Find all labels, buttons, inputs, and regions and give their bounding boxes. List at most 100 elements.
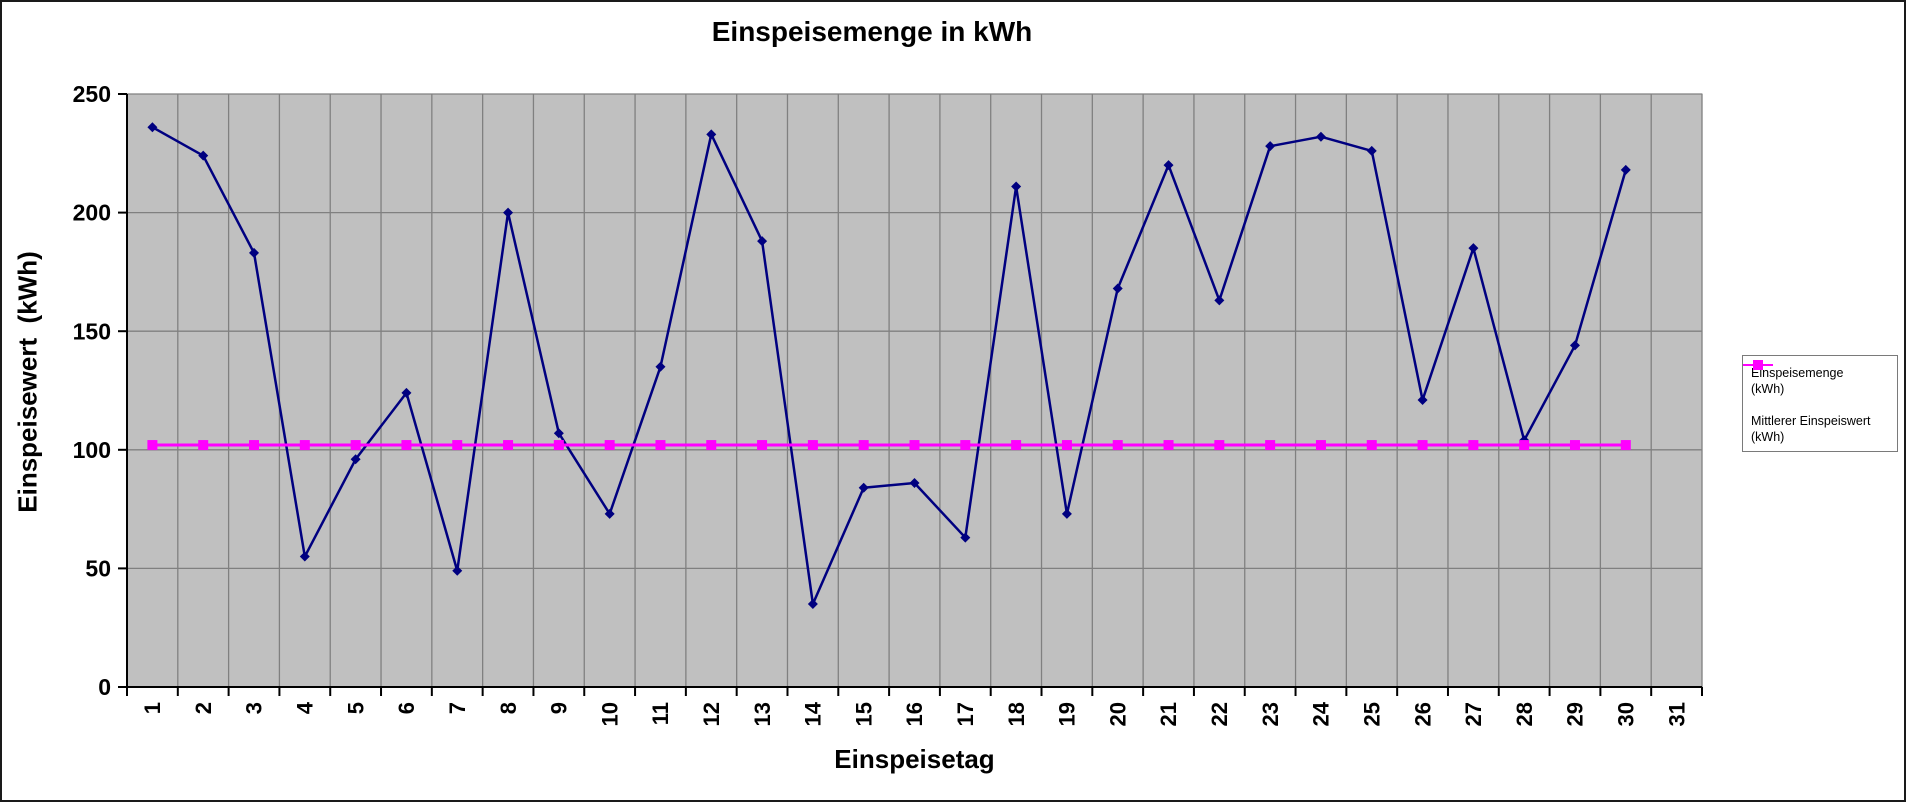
data-point-diamond <box>807 598 818 609</box>
data-point-diamond <box>1214 295 1225 306</box>
data-point-square <box>401 440 412 451</box>
data-point-diamond <box>604 508 615 519</box>
data-point-square <box>1417 440 1428 451</box>
x-tick-label: 5 <box>343 702 368 714</box>
data-point-square <box>757 440 768 451</box>
data-point-diamond <box>1315 131 1326 142</box>
data-point-square <box>1620 440 1631 451</box>
x-tick-label: 31 <box>1664 702 1689 726</box>
data-point-square <box>909 440 920 451</box>
data-point-diamond <box>350 454 361 465</box>
data-point-square <box>452 440 463 451</box>
data-point-diamond <box>960 532 971 543</box>
x-tick-label: 8 <box>496 702 521 714</box>
data-point-square <box>1163 440 1174 451</box>
data-point-square <box>1315 440 1326 451</box>
data-point-square <box>1061 440 1072 451</box>
data-point-square <box>350 440 361 451</box>
y-tick-label: 0 <box>98 674 111 700</box>
data-point-diamond <box>1417 394 1428 405</box>
data-point-diamond <box>757 236 768 247</box>
legend-entry-mittlerer-einspeiswert: Mittlerer Einspeiswert (kWh) <box>1743 360 1895 446</box>
x-tick-label: 1 <box>140 702 165 714</box>
data-point-diamond <box>452 565 463 576</box>
data-point-diamond <box>401 387 412 398</box>
x-tick-label: 16 <box>902 702 927 726</box>
x-tick-label: 25 <box>1359 702 1384 726</box>
data-point-square <box>553 440 564 451</box>
line-square-swatch-icon <box>1743 360 1773 370</box>
y-tick-label: 100 <box>73 437 111 463</box>
x-tick-label: 3 <box>242 702 267 714</box>
x-tick-label: 29 <box>1563 702 1588 726</box>
x-tick-label: 30 <box>1613 702 1638 726</box>
x-tick-label: 6 <box>394 702 419 714</box>
x-tick-label: 10 <box>597 702 622 726</box>
x-axis-title: Einspeisetag <box>834 744 995 774</box>
data-point-square <box>655 440 666 451</box>
data-point-square <box>858 440 869 451</box>
x-tick-label: 23 <box>1258 702 1283 726</box>
data-point-diamond <box>1061 508 1072 519</box>
data-point-diamond <box>553 428 564 439</box>
legend-label-einspeisemenge: Einspeisemenge (kWh) <box>1751 366 1844 397</box>
data-point-diamond <box>1620 164 1631 175</box>
data-point-diamond <box>1163 160 1174 171</box>
x-tick-label: 11 <box>648 702 673 725</box>
data-point-square <box>1569 440 1580 451</box>
data-point-diamond <box>503 207 514 218</box>
x-tick-label: 27 <box>1461 702 1486 726</box>
data-point-square <box>1519 440 1530 451</box>
data-point-diamond <box>299 551 310 562</box>
series-line-einspeisemenge <box>151 126 1627 606</box>
data-point-square <box>1011 440 1022 451</box>
data-point-square <box>1468 440 1479 451</box>
x-tick-label: 4 <box>293 701 318 714</box>
y-tick-label: 150 <box>73 318 111 344</box>
data-point-square <box>1265 440 1276 451</box>
legend: Einspeisemenge (kWh) Mittlerer Einspeisw… <box>1742 355 1898 452</box>
x-tick-label: 19 <box>1055 702 1080 726</box>
data-point-diamond <box>1011 181 1022 192</box>
x-tick-label: 9 <box>547 702 572 714</box>
data-point-diamond <box>1265 141 1276 152</box>
data-point-square <box>249 440 260 451</box>
data-point-square <box>960 440 971 451</box>
data-point-diamond <box>1569 340 1580 351</box>
x-tick-label: 26 <box>1410 702 1435 726</box>
data-point-diamond <box>249 247 260 258</box>
x-tick-label: 24 <box>1309 701 1334 726</box>
data-point-diamond <box>1366 145 1377 156</box>
x-tick-label: 14 <box>801 701 826 726</box>
legend-square-marker-icon <box>1753 360 1763 370</box>
data-point-square <box>147 440 158 451</box>
chart-title: Einspeisemenge in kWh <box>711 16 1033 47</box>
y-tick-label: 200 <box>73 200 111 226</box>
data-point-square <box>706 440 717 451</box>
y-tick-label: 250 <box>73 81 111 107</box>
data-point-square <box>1214 440 1225 451</box>
data-point-diamond <box>1468 243 1479 254</box>
x-tick-label: 22 <box>1207 702 1232 726</box>
plot-area <box>126 93 1703 688</box>
x-tick-label: 28 <box>1512 702 1537 726</box>
data-point-diamond <box>706 129 717 140</box>
data-point-diamond <box>198 150 209 161</box>
x-tick-label: 12 <box>699 702 724 726</box>
x-tick-label: 13 <box>750 702 775 726</box>
legend-label-mittlerer-einspeiswert: Mittlerer Einspeiswert (kWh) <box>1751 413 1871 444</box>
data-point-square <box>604 440 615 451</box>
data-point-square <box>807 440 818 451</box>
data-point-square <box>299 440 310 451</box>
x-tick-label: 7 <box>445 702 470 714</box>
x-tick-label: 20 <box>1105 702 1130 726</box>
data-point-diamond <box>858 482 869 493</box>
x-tick-label: 21 <box>1156 702 1181 726</box>
x-tick-label: 2 <box>191 702 216 714</box>
data-point-diamond <box>1112 283 1123 294</box>
y-tick-label: 50 <box>85 555 111 581</box>
data-point-square <box>1112 440 1123 451</box>
x-tick-label: 18 <box>1004 702 1029 726</box>
